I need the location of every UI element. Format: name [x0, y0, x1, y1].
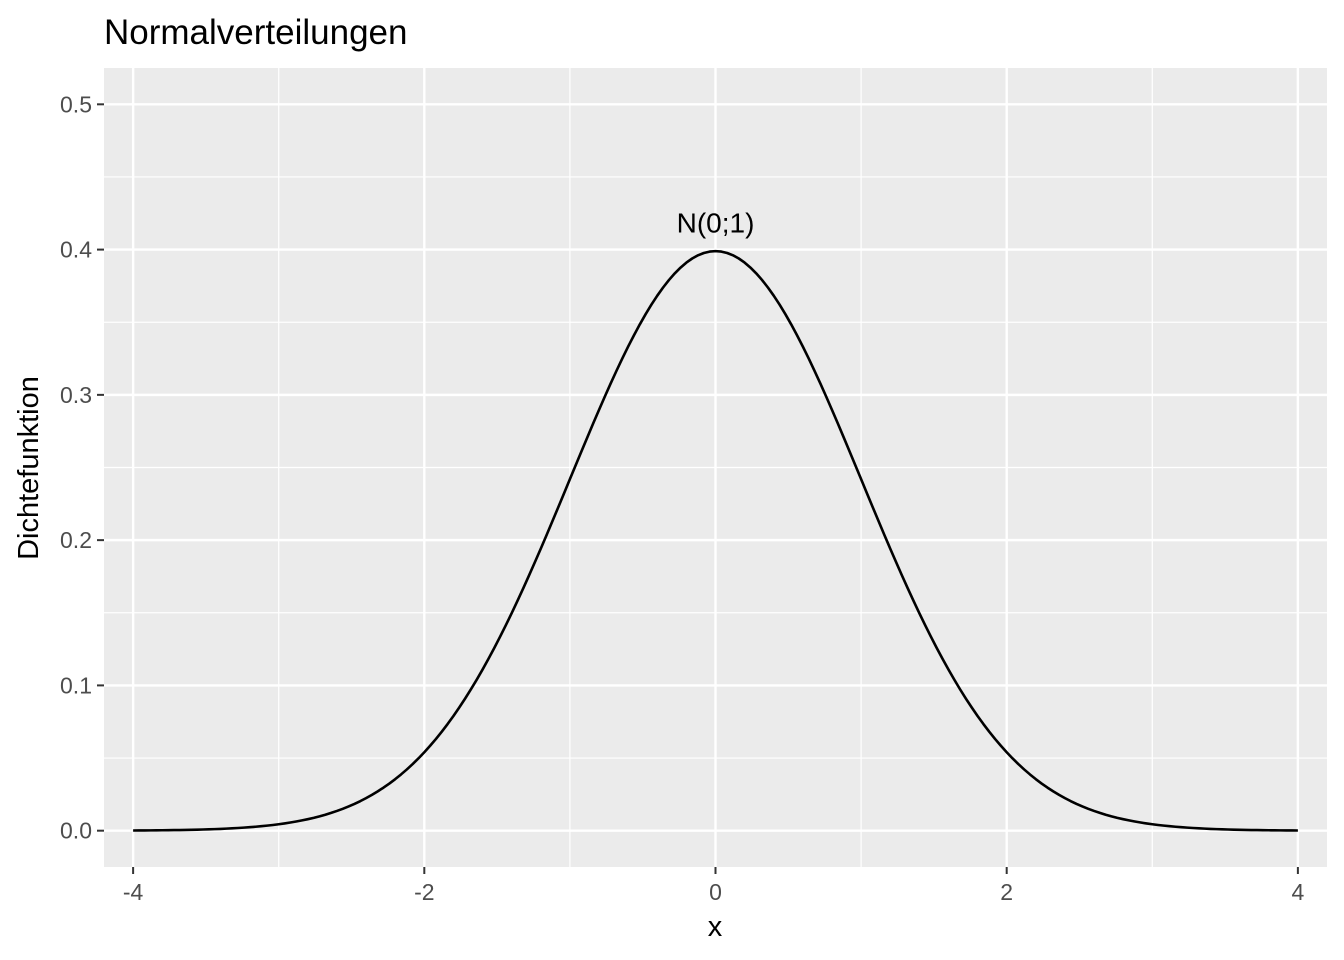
series-layer: [133, 249, 1298, 832]
curve-annotation-label: N(0;1): [677, 208, 755, 239]
density-curve: [133, 249, 1298, 832]
y-tick-label: 0.2: [60, 527, 92, 553]
major-gridlines: [104, 68, 1327, 867]
x-tick-label: -2: [414, 879, 434, 905]
chart-title: Normalverteilungen: [104, 13, 407, 52]
y-tick-label: 0.5: [60, 91, 92, 117]
x-axis: -4 -2 0 2 4: [123, 867, 1304, 905]
y-axis-title: Dichtefunktion: [13, 376, 45, 560]
x-axis-title: x: [708, 911, 723, 943]
y-tick-label: 0.1: [60, 672, 92, 698]
x-tick-label: 4: [1291, 879, 1304, 905]
x-tick-label: 2: [1000, 879, 1013, 905]
annotation-layer: N(0;1): [677, 208, 755, 239]
y-tick-label: 0.4: [60, 237, 92, 263]
y-tick-label: 0.0: [60, 818, 92, 844]
y-tick-label: 0.3: [60, 382, 92, 408]
y-axis: 0.0 0.1 0.2 0.3 0.4 0.5: [60, 91, 104, 844]
x-tick-label: -4: [123, 879, 144, 905]
x-tick-label: 0: [709, 879, 722, 905]
